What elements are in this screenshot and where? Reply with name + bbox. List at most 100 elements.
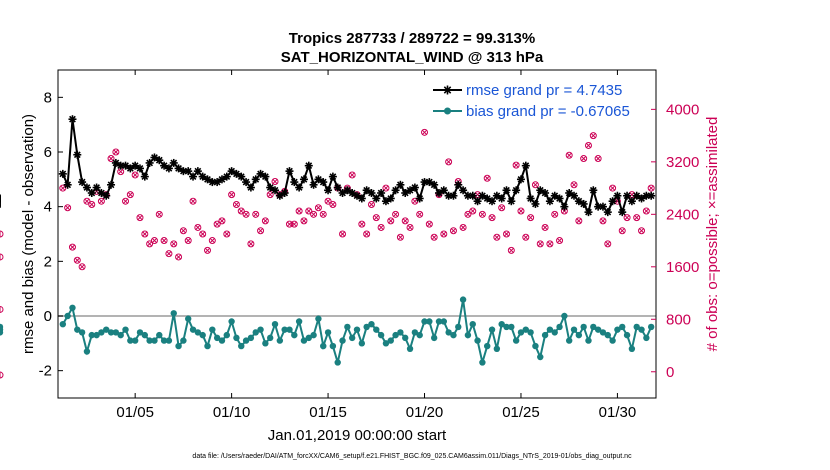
rmse-point [222, 172, 231, 181]
rmse-point [102, 191, 111, 200]
obs-assimilated-point [460, 224, 466, 231]
obs-assimilated-point [137, 214, 143, 221]
bias-point [358, 340, 366, 347]
obs-assimilated-point [523, 234, 529, 241]
obs-possible-point [531, 181, 539, 189]
obs-assimilated-point [209, 237, 216, 244]
obs-assimilated-point [503, 231, 510, 237]
bias-point [88, 331, 95, 339]
obs-assimilated-point [214, 221, 220, 227]
bias-point [131, 337, 139, 344]
obs-assimilated-point [108, 155, 114, 162]
bias-point [238, 342, 245, 350]
rmse-point [608, 197, 617, 206]
rmse-point [502, 186, 511, 195]
obs-assimilated-point [590, 132, 597, 139]
obs-assimilated-point [146, 241, 153, 247]
bias-point [363, 323, 370, 331]
rmse-point [488, 197, 497, 206]
rmse-point [579, 199, 588, 208]
legend-rmse-label: rmse grand pr = 4.7435 [466, 82, 622, 99]
bias-point [575, 331, 583, 339]
rmse-point [328, 172, 337, 181]
obs-possible-point [527, 214, 535, 222]
obs-assimilated-point [267, 191, 273, 198]
bias-point [561, 312, 568, 320]
obs-assimilated-point [624, 214, 630, 221]
rmse-point [68, 115, 77, 124]
obs-possible-point [363, 230, 371, 238]
obs-assimilated-point [122, 198, 129, 204]
obs-assimilated-point [547, 241, 553, 247]
obs-possible-point [122, 197, 130, 205]
rmse-point [459, 186, 468, 195]
obs-possible-point [78, 263, 86, 271]
bias-point [619, 323, 626, 331]
y-tick-label-right: 3200 [666, 154, 699, 171]
bias-point [339, 337, 346, 344]
obs-assimilated-point [363, 231, 370, 237]
obs-possible-point [131, 171, 139, 179]
obs-possible-point [252, 210, 260, 218]
bias-point [112, 329, 120, 336]
rmse-point [309, 180, 318, 189]
obs-possible-point [199, 230, 207, 238]
obs-possible-point [575, 217, 583, 225]
bias-point [160, 337, 168, 344]
bias-point [421, 318, 428, 325]
obs-assimilated-point [233, 201, 240, 208]
y-tick-label: 6 [44, 144, 52, 161]
bias-point [609, 337, 616, 344]
bias-point [83, 348, 91, 355]
rmse-point [246, 183, 255, 192]
obs-possible-point [498, 204, 506, 212]
obs-assimilated-point [513, 162, 519, 168]
obs-assimilated-point [556, 237, 563, 244]
obs-assimilated-point [421, 129, 428, 136]
bias-point [310, 331, 317, 339]
obs-possible-point [64, 204, 72, 212]
obs-possible-point [339, 230, 347, 238]
obs-possible-point [329, 200, 337, 208]
rmse-point [603, 208, 612, 217]
legend-bias-label: bias grand pr = -0.67065 [466, 103, 630, 120]
obs-possible-point [310, 210, 318, 218]
obs-possible-point [483, 174, 491, 182]
obs-assimilated-point [195, 224, 201, 231]
rmse-point [242, 178, 251, 187]
bias-point [247, 334, 255, 342]
rmse-point [545, 197, 554, 206]
obs-assimilated-point [619, 227, 625, 234]
rmse-point [295, 183, 304, 192]
y-tick-label: 8 [44, 89, 52, 106]
obs-assimilated-point [175, 254, 182, 260]
obs-possible-point [136, 214, 144, 222]
obs-assimilated-point [84, 198, 90, 204]
obs-possible-point [208, 237, 216, 245]
obs-assimilated-point [185, 237, 191, 244]
rmse-point [189, 172, 198, 181]
obs-assimilated-point [537, 241, 544, 247]
bias-point [262, 340, 269, 347]
bias-point [320, 342, 327, 350]
bias-point [223, 331, 230, 339]
bias-point [276, 337, 284, 344]
obs-assimilated-point [566, 152, 572, 159]
obs-assimilated-point [127, 191, 134, 198]
bias-point [604, 331, 611, 339]
obs-assimilated-point [580, 155, 587, 162]
rmse-point [430, 180, 439, 189]
obs-possible-point [223, 230, 231, 238]
obs-possible-point [160, 237, 168, 245]
obs-assimilated-point [585, 142, 592, 149]
rmse-point [160, 161, 169, 170]
obs-possible-point [175, 253, 183, 261]
rmse-point [280, 189, 289, 197]
rmse-point [584, 208, 593, 217]
bias-point [628, 345, 636, 352]
bias-point [266, 334, 274, 342]
rmse-point [613, 191, 622, 200]
bias-point [633, 323, 640, 331]
obs-possible-point [503, 230, 510, 238]
y-tick-label: 0 [44, 308, 52, 325]
